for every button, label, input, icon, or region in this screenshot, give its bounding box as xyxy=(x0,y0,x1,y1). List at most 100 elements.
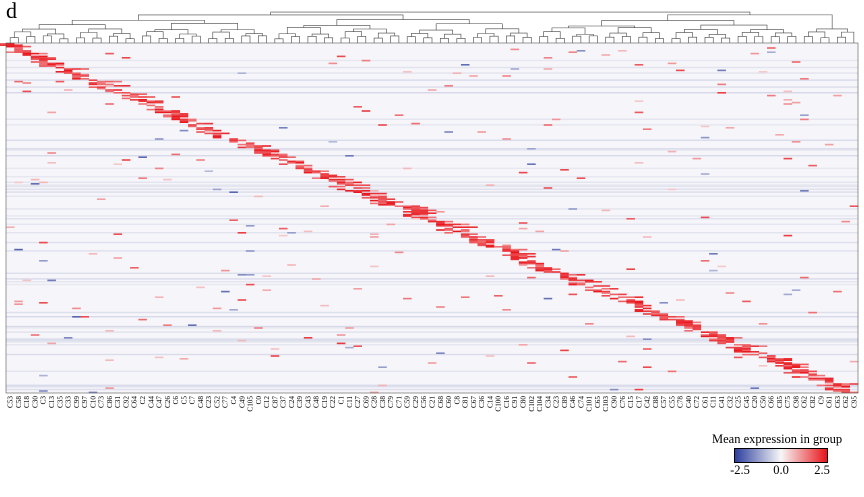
heatmap-row-band xyxy=(6,149,858,151)
heatmap-row-band xyxy=(6,86,858,88)
heatmap-cell xyxy=(502,75,511,77)
heatmap-cell xyxy=(767,356,776,359)
heatmap-cell xyxy=(477,244,487,247)
heatmap-cell xyxy=(303,164,313,167)
heatmap-cell xyxy=(791,61,801,63)
heatmap-cell xyxy=(378,198,387,200)
colorbar-title: Mean expression in group xyxy=(712,432,843,446)
heatmap-cell xyxy=(816,384,826,387)
heatmap-cell xyxy=(601,290,611,293)
heatmap-cell xyxy=(618,300,627,303)
heatmap-cell xyxy=(560,272,569,275)
dendrogram-branch xyxy=(76,37,85,43)
dendrogram-branch xyxy=(770,36,780,43)
x-tick-label: C58 xyxy=(15,396,23,408)
heatmap-cell xyxy=(121,92,131,94)
x-tick-label: C48 xyxy=(313,396,321,408)
heatmap-cell xyxy=(295,160,305,163)
heatmap-cell xyxy=(14,50,23,52)
dendrogram-branch xyxy=(688,36,697,43)
heatmap-cell xyxy=(336,176,346,178)
dendrogram-branch xyxy=(278,33,296,39)
heatmap-cell xyxy=(700,216,710,219)
heatmap-cell xyxy=(394,114,404,116)
heatmap-cell xyxy=(717,335,726,338)
heatmap-cell xyxy=(510,257,520,259)
heatmap-cell xyxy=(477,241,487,244)
heatmap-cell xyxy=(245,250,255,252)
x-tick-label: C47 xyxy=(156,396,164,408)
x-tick-label: C62 xyxy=(801,396,809,408)
heatmap-cell xyxy=(361,194,371,196)
heatmap-cell xyxy=(303,169,313,171)
heatmap-cell xyxy=(303,167,313,170)
x-tick-label: C7 xyxy=(189,396,197,405)
dendrogram-branch xyxy=(307,35,317,43)
heatmap-cell xyxy=(485,246,495,248)
heatmap-row-band xyxy=(6,176,858,178)
x-tick-label: C14 xyxy=(486,396,494,408)
heatmap-cell xyxy=(419,211,429,213)
heatmap-cell xyxy=(676,324,685,326)
heatmap-cell xyxy=(237,232,247,234)
heatmap-cell xyxy=(154,100,164,102)
heatmap-cell xyxy=(345,183,354,185)
heatmap-cell xyxy=(841,383,851,385)
heatmap-cell xyxy=(138,96,147,98)
heatmap-cell xyxy=(510,251,520,254)
heatmap-cell xyxy=(394,251,404,254)
heatmap-cell xyxy=(345,181,354,184)
heatmap-cell xyxy=(816,379,826,381)
heatmap-cell xyxy=(551,271,561,273)
dendrogram-branch xyxy=(9,37,19,43)
heatmap-row-band xyxy=(6,184,858,186)
heatmap-cell xyxy=(502,244,511,247)
heatmap-cell xyxy=(179,113,189,115)
x-tick-label: C86 xyxy=(106,396,114,408)
heatmap-cell xyxy=(775,359,784,361)
heatmap-row-band xyxy=(6,386,858,388)
heatmap-cell xyxy=(568,282,578,284)
heatmap-cell xyxy=(121,159,131,161)
heatmap-cell xyxy=(312,278,321,280)
heatmap-cell xyxy=(800,78,809,80)
dendrogram-branch xyxy=(683,29,718,35)
heatmap-row-band xyxy=(6,311,858,314)
heatmap-cell xyxy=(270,153,280,156)
heatmap-cell xyxy=(179,120,189,122)
heatmap-cell xyxy=(278,155,288,157)
heatmap-cell xyxy=(312,177,321,179)
heatmap-cell xyxy=(154,111,164,114)
heatmap-cell xyxy=(436,211,445,213)
heatmap-cell xyxy=(651,311,660,314)
dendrogram-branch xyxy=(638,36,648,43)
heatmap-cell xyxy=(791,366,801,368)
heatmap-row-band xyxy=(6,241,858,244)
x-tick-label: C59 xyxy=(404,396,412,408)
x-tick-label: C20 xyxy=(751,396,759,408)
heatmap-cell xyxy=(717,334,726,336)
heatmap-cell xyxy=(436,225,445,227)
heatmap-cell xyxy=(237,339,247,342)
x-tick-label: C41 xyxy=(718,396,726,408)
heatmap-cell xyxy=(560,250,569,252)
heatmap-row-band xyxy=(6,188,858,190)
heatmap-cell xyxy=(692,327,702,329)
heatmap-cell xyxy=(460,296,470,298)
heatmap-cell xyxy=(469,241,478,244)
heatmap-cell xyxy=(833,384,842,387)
heatmap-cell xyxy=(634,304,644,307)
heatmap-cell xyxy=(378,202,387,205)
heatmap-cell xyxy=(667,370,677,373)
heatmap-cell xyxy=(353,106,362,108)
dendrogram-branch xyxy=(324,37,334,43)
heatmap-cell xyxy=(353,187,362,189)
heatmap-cell xyxy=(96,86,106,88)
heatmap-cell xyxy=(560,169,569,171)
heatmap-cell xyxy=(212,330,222,332)
dendrogram-branch xyxy=(803,36,813,43)
dendrogram-branch xyxy=(257,35,267,43)
heatmap-cell xyxy=(320,174,329,177)
heatmap-cell xyxy=(808,377,817,380)
heatmap-cell xyxy=(403,71,412,73)
